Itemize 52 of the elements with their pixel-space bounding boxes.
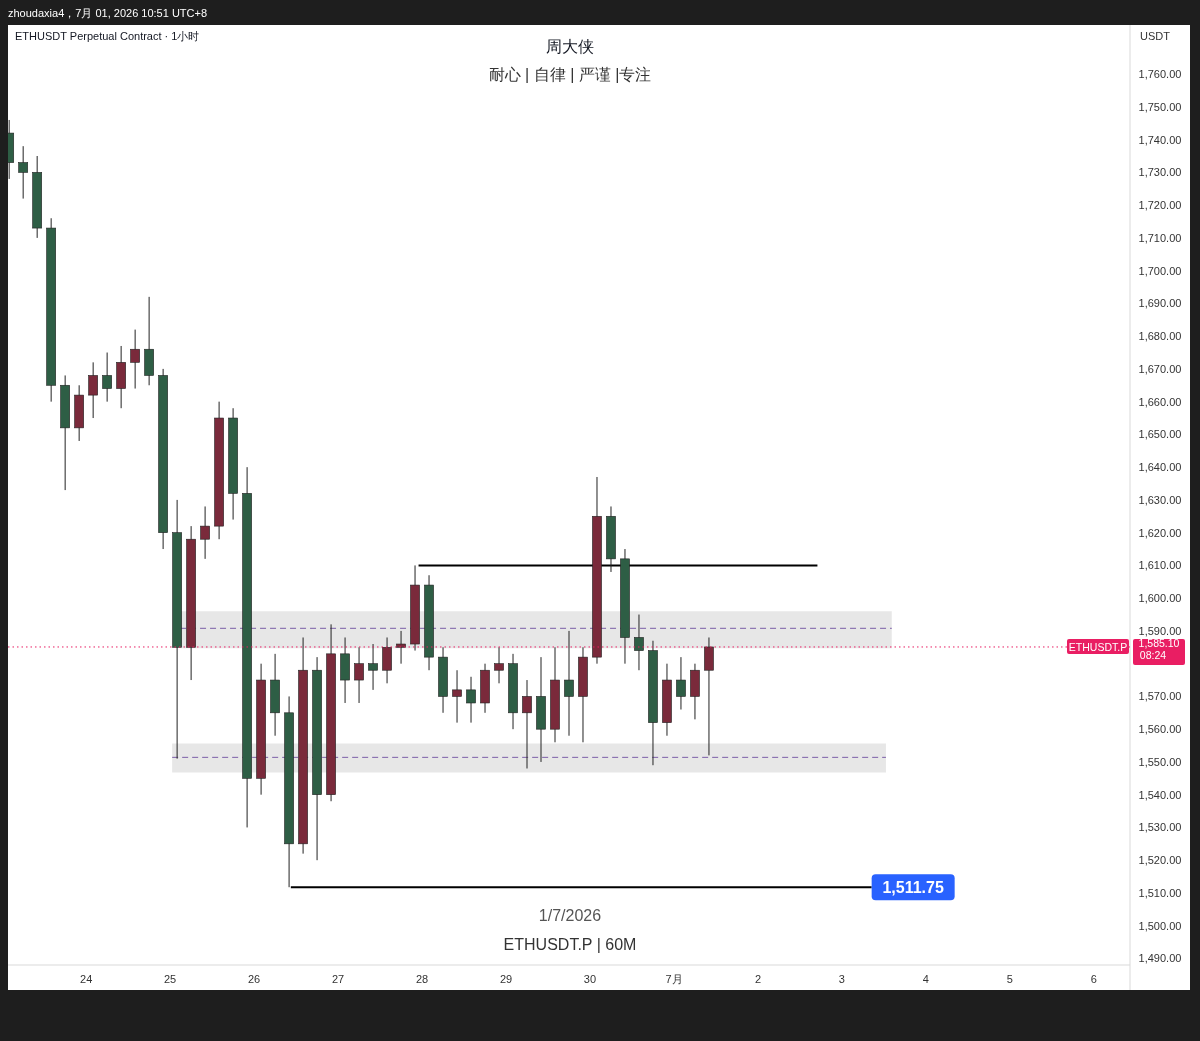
ytick: 1,490.00 <box>1138 952 1182 965</box>
xtick: 4 <box>922 973 929 985</box>
xtick: 29 <box>499 973 513 985</box>
ytick: 1,670.00 <box>1138 362 1182 375</box>
annotation: 08:24 <box>1139 648 1167 661</box>
text: 耐心 | 自律 | 严谨 |专注 <box>488 66 652 83</box>
xtick: 2 <box>754 973 761 985</box>
text: 周大侠 <box>546 38 594 55</box>
ytick: 1,630.00 <box>1138 493 1182 506</box>
ytick: 1,560.00 <box>1138 723 1182 736</box>
ytick: 1,600.00 <box>1138 592 1182 605</box>
ytick: 1,510.00 <box>1138 886 1182 899</box>
xtick: 25 <box>164 973 177 985</box>
ytick: 1,610.00 <box>1138 559 1182 572</box>
ytick: 1,660.00 <box>1138 395 1182 408</box>
ytick: 1,690.00 <box>1138 297 1182 310</box>
ytick: 1,750.00 <box>1138 100 1182 113</box>
xtick: 26 <box>247 973 261 985</box>
ytick: 1,740.00 <box>1138 133 1182 146</box>
xtick: 30 <box>583 973 597 985</box>
ytick: 1,530.00 <box>1138 821 1182 834</box>
annotation-tag: 1,511.75 <box>871 874 955 901</box>
annotation: ETHUSDT Perpetual Contract · 1小时 <box>15 30 200 42</box>
ytick: 1,620.00 <box>1138 526 1182 539</box>
ytick: 1,650.00 <box>1138 428 1182 441</box>
ytick: 1,550.00 <box>1138 755 1182 768</box>
annotation: zhoudaxia4，7月 01, 2026 10:51 UTC+8 <box>8 7 208 19</box>
annotation: 1/7/2026 <box>538 907 602 924</box>
ytick: 1,680.00 <box>1138 330 1182 343</box>
xtick: 27 <box>331 973 345 985</box>
ytick: 1,540.00 <box>1138 788 1182 801</box>
ytick: 1,570.00 <box>1138 690 1182 703</box>
xtick: 28 <box>415 973 429 985</box>
annotation: 1,511.75 <box>882 879 944 897</box>
xtick: 7月 <box>665 973 683 985</box>
ytick: 1,730.00 <box>1138 166 1182 179</box>
ytick: 1,700.00 <box>1138 264 1182 277</box>
ytick: 1,760.00 <box>1138 68 1182 81</box>
ytick: 1,710.00 <box>1138 231 1182 244</box>
ytick: 1,520.00 <box>1138 854 1182 867</box>
annotation: 1,585.10 <box>1138 636 1180 649</box>
xtick: 24 <box>80 973 93 985</box>
annotation: ETHUSDT.P | 60M <box>503 936 637 953</box>
xtick: 5 <box>1006 973 1013 985</box>
xtick: 3 <box>838 973 845 985</box>
ref-line-label: ETHUSDT.P <box>1068 640 1128 653</box>
y-axis-title: USDT <box>1140 30 1171 42</box>
ytick: 1,640.00 <box>1138 461 1182 474</box>
ytick: 1,590.00 <box>1138 624 1182 637</box>
ytick: 1,720.00 <box>1138 199 1182 212</box>
ytick: 1,500.00 <box>1138 919 1182 932</box>
xtick: 6 <box>1090 973 1097 985</box>
